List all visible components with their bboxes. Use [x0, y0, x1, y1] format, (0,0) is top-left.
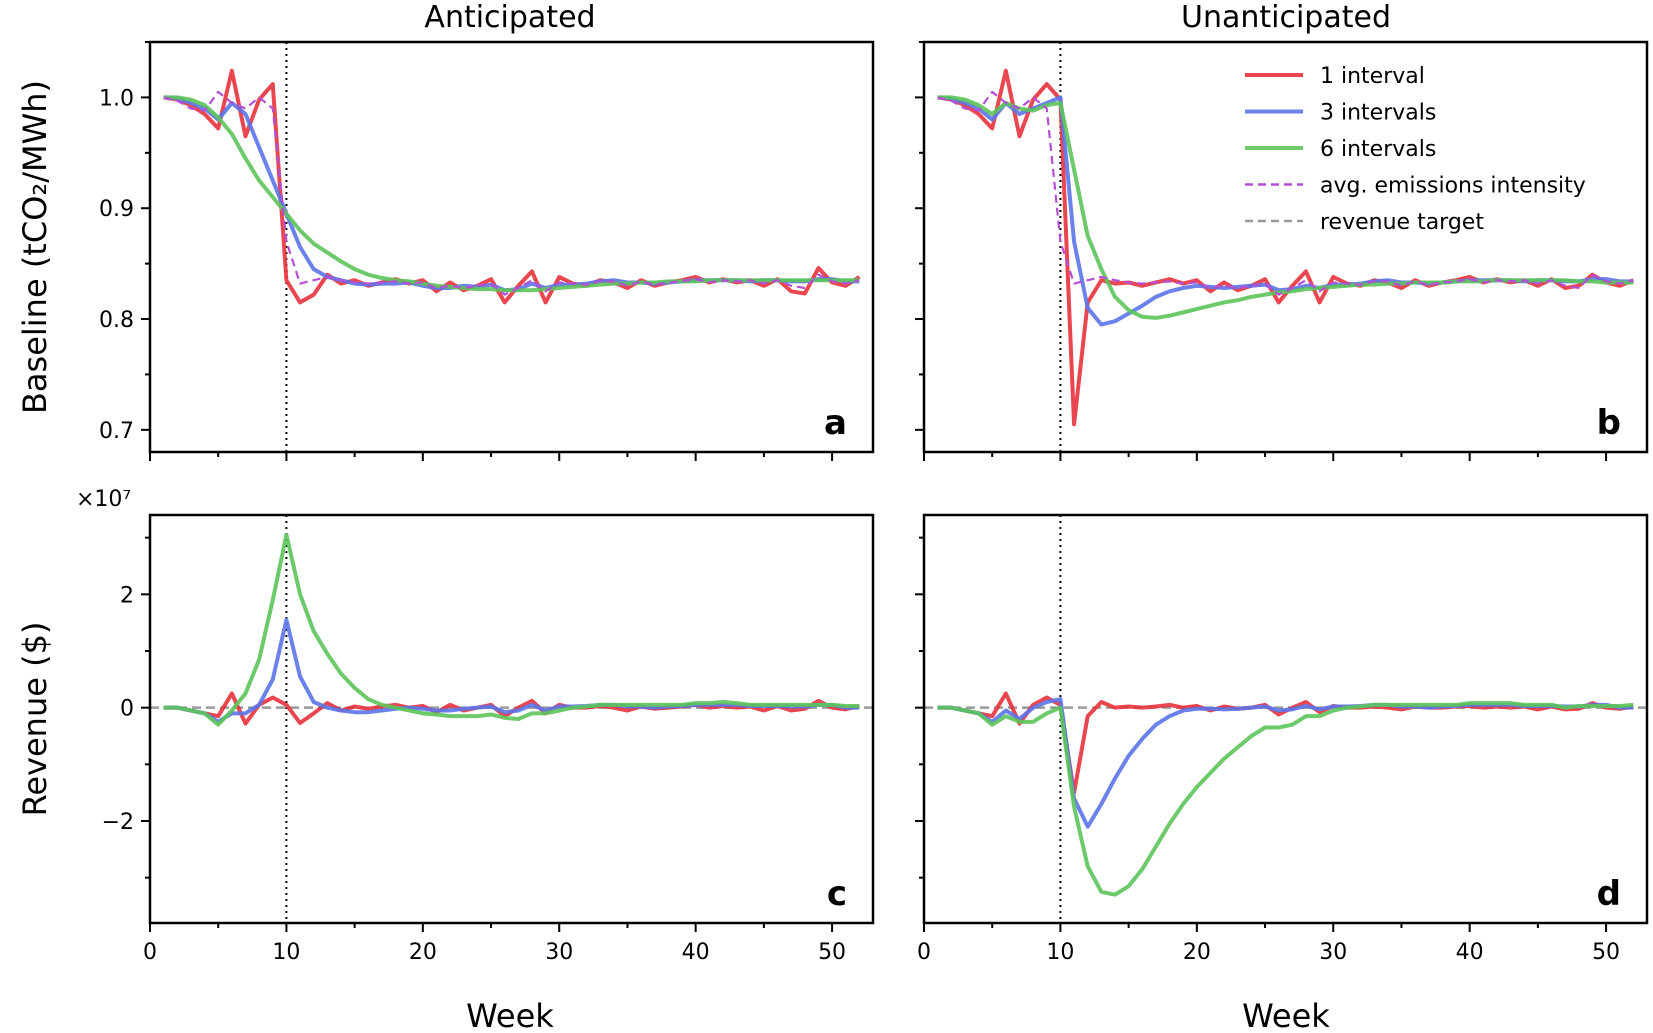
- panel-d: 0 10 20 30 40 50 d: [915, 513, 1649, 965]
- series-line-six-intervals: [163, 532, 860, 727]
- plot-frame: [922, 40, 1649, 454]
- panel-c: 0 10 20 30 40 50 −2 0 2 c: [102, 513, 875, 965]
- x-axis-title-right: Week: [1242, 997, 1330, 1033]
- plot-frame: [922, 513, 1649, 925]
- series-group: [163, 532, 860, 727]
- legend-label: 3 intervals: [1320, 101, 1436, 126]
- legend-label: 6 intervals: [1320, 137, 1436, 162]
- plot-frame: [148, 40, 875, 454]
- x-tick-label: 30: [1319, 940, 1347, 965]
- legend-item-revenue-target: revenue target: [1245, 210, 1484, 235]
- series-line-six-intervals: [937, 95, 1634, 320]
- x-tick-label: 40: [1456, 940, 1484, 965]
- column-title-unanticipated: Unanticipated: [1181, 0, 1391, 35]
- series-line-avg-intensity: [937, 90, 1634, 296]
- x-tick-label: 10: [1046, 940, 1074, 965]
- series-line-avg-intensity: [163, 90, 860, 296]
- series-line-one-interval: [163, 68, 861, 305]
- legend-label: avg. emissions intensity: [1320, 174, 1586, 199]
- x-tick-label: 20: [409, 940, 437, 965]
- legend-label: revenue target: [1320, 210, 1484, 235]
- y-tick-label: 2: [120, 583, 134, 608]
- panels: 0.7 0.8 0.9 1.0 a b 0 10 20 30 40 50 −2 0 2 c 0 10 20 30 40 5…: [99, 40, 1649, 965]
- legend-label: 1 interval: [1320, 64, 1425, 89]
- x-tick-label: 20: [1183, 940, 1211, 965]
- x-tick-label: 50: [818, 940, 846, 965]
- y-tick-label: 0.9: [99, 197, 134, 222]
- series-group: [163, 68, 861, 305]
- panel-letter: a: [824, 403, 847, 443]
- panel-b: b: [915, 40, 1649, 461]
- legend: 1 interval 3 intervals 6 intervals avg. emi…: [1245, 64, 1586, 235]
- x-tick-label: 0: [143, 940, 157, 965]
- series-group: [937, 68, 1635, 427]
- series-line-six-intervals: [937, 701, 1634, 897]
- x-tick-label: 10: [272, 940, 300, 965]
- y-axis-title-baseline: Baseline (tCO₂/MWh): [16, 80, 54, 414]
- y-tick-label: 0: [120, 697, 134, 722]
- x-tick-label: 30: [545, 940, 573, 965]
- y-tick-label: 0.8: [99, 308, 134, 333]
- x-tick-label: 0: [917, 940, 931, 965]
- plot-frame: [148, 513, 875, 925]
- series-line-six-intervals: [163, 95, 860, 293]
- panel-a: 0.7 0.8 0.9 1.0 a: [99, 40, 875, 461]
- legend-item-six-intervals: 6 intervals: [1245, 137, 1436, 162]
- y-tick-label: −2: [102, 810, 134, 835]
- panel-letter: c: [827, 874, 847, 914]
- x-tick-label: 40: [682, 940, 710, 965]
- x-tick-label: 50: [1592, 940, 1620, 965]
- legend-item-one-interval: 1 interval: [1245, 64, 1425, 89]
- x-axis-title-left: Week: [466, 997, 554, 1033]
- series-group: [937, 691, 1634, 897]
- legend-item-three-intervals: 3 intervals: [1245, 101, 1436, 126]
- y-axis-title-revenue: Revenue ($): [16, 622, 54, 817]
- y-tick-label: 1.0: [99, 86, 134, 111]
- panel-letter: d: [1597, 874, 1621, 914]
- panel-letter: b: [1597, 403, 1621, 443]
- y-axis-offset-label: ×10⁷: [76, 487, 131, 512]
- legend-item-avg-intensity: avg. emissions intensity: [1245, 174, 1586, 199]
- series-line-one-interval: [937, 68, 1635, 427]
- y-tick-label: 0.7: [99, 419, 134, 444]
- column-title-anticipated: Anticipated: [424, 0, 595, 35]
